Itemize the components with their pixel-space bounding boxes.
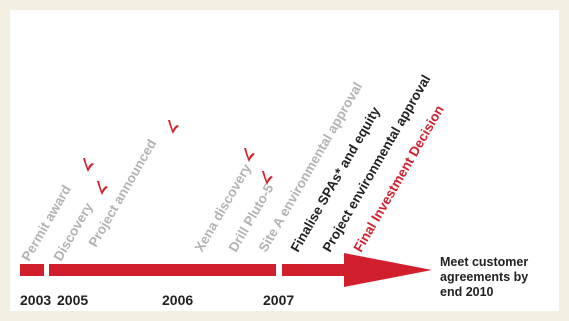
timeline-segment-2003 bbox=[20, 264, 44, 276]
timeline-segment-2007 bbox=[282, 264, 344, 276]
check-mark-icon bbox=[97, 181, 108, 195]
end-note-line: end 2010 bbox=[440, 285, 494, 299]
year-label: 2006 bbox=[162, 292, 193, 308]
milestone-ticks bbox=[83, 120, 273, 195]
check-mark-icon bbox=[168, 120, 179, 134]
timeline-arrowhead bbox=[344, 253, 432, 287]
timeline-arrow-icon bbox=[20, 253, 432, 287]
end-note-line: Meet customer bbox=[440, 255, 528, 269]
year-label: 2003 bbox=[20, 292, 51, 308]
check-mark-icon bbox=[262, 171, 273, 185]
check-mark-icon bbox=[83, 158, 94, 172]
content-panel bbox=[10, 10, 559, 311]
year-label: 2007 bbox=[263, 292, 294, 308]
end-note-line: agreements by bbox=[440, 270, 528, 284]
check-mark-icon bbox=[244, 148, 255, 162]
year-label: 2005 bbox=[57, 292, 88, 308]
timeline-segment-2005-2006 bbox=[49, 264, 276, 276]
